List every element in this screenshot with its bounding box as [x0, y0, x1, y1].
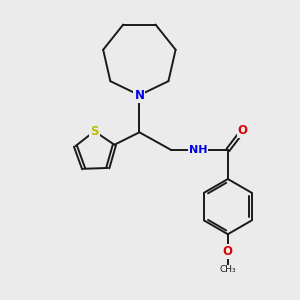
- Text: NH: NH: [188, 145, 207, 155]
- Text: CH₃: CH₃: [220, 265, 236, 274]
- Text: S: S: [90, 125, 99, 138]
- Text: O: O: [238, 124, 248, 137]
- Text: N: N: [134, 89, 144, 102]
- Text: O: O: [223, 245, 233, 258]
